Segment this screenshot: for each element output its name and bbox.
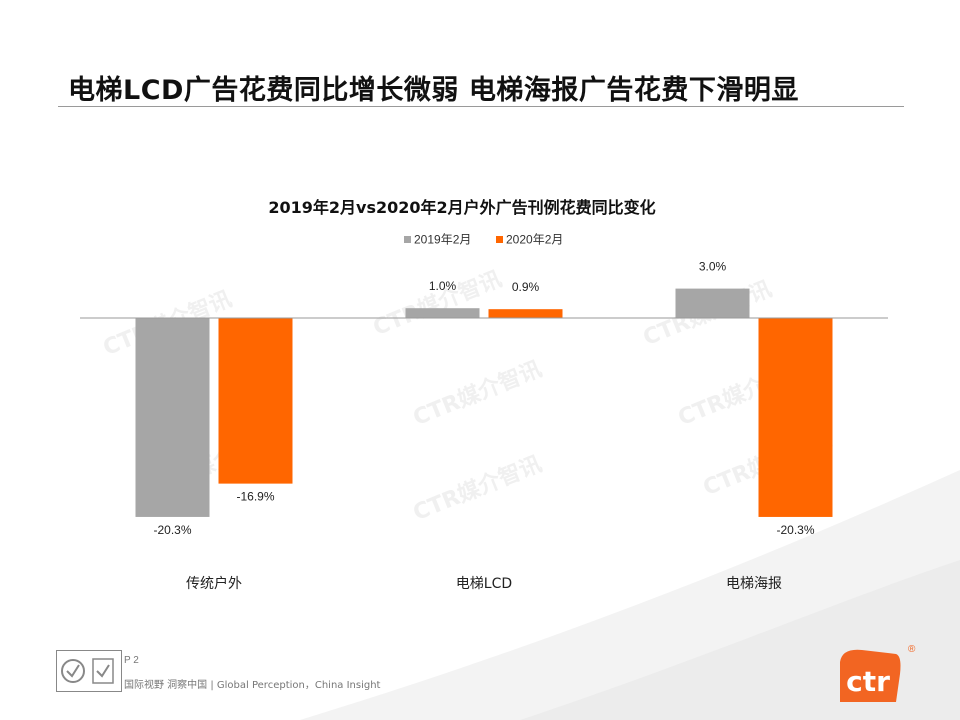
chart-legend: 2019年2月 2020年2月 — [404, 233, 563, 247]
data-label: 3.0% — [699, 260, 727, 274]
data-label: -16.9% — [236, 490, 274, 504]
page-number: P 2 — [124, 655, 139, 666]
ctr-logo: ctr — [840, 649, 901, 702]
footer-tagline: 国际视野 洞察中国 | Global Perception，China Insi… — [124, 680, 381, 691]
bar — [218, 318, 293, 484]
registered-mark: ® — [908, 644, 916, 655]
watermark-text: CTR媒介智讯 — [369, 266, 505, 341]
watermark-text: CTR媒介智讯 — [409, 356, 545, 431]
brand-text: ctr — [846, 665, 890, 698]
data-label: -20.3% — [153, 523, 191, 537]
title-divider — [58, 106, 904, 107]
data-label: -20.3% — [776, 523, 814, 537]
certification-logo — [56, 650, 122, 692]
category-label-group: 传统户外 电梯LCD 电梯海报 — [186, 575, 782, 592]
category-label: 电梯LCD — [456, 576, 512, 592]
watermark-text: CTR媒介智讯 — [409, 451, 545, 526]
slide-title: 电梯LCD广告花费同比增长微弱 电梯海报广告花费下滑明显 — [68, 75, 799, 106]
bar — [135, 318, 210, 517]
legend-label: 2020年2月 — [506, 233, 563, 247]
bar — [758, 318, 833, 517]
bar — [675, 288, 750, 318]
legend-swatch — [404, 236, 411, 243]
bar — [488, 309, 563, 318]
data-label: 1.0% — [429, 279, 457, 293]
legend-label: 2019年2月 — [414, 233, 471, 247]
data-label: 0.9% — [512, 280, 540, 294]
bar-group — [135, 288, 833, 517]
bar — [405, 308, 480, 318]
category-label: 传统户外 — [186, 575, 242, 592]
value-label-group: -20.3% -16.9% 1.0% 0.9% 3.0% -20.3% — [153, 260, 814, 537]
chart-title: 2019年2月vs2020年2月户外广告刊例花费同比变化 — [268, 198, 655, 217]
category-label: 电梯海报 — [726, 576, 782, 592]
legend-swatch — [496, 236, 503, 243]
